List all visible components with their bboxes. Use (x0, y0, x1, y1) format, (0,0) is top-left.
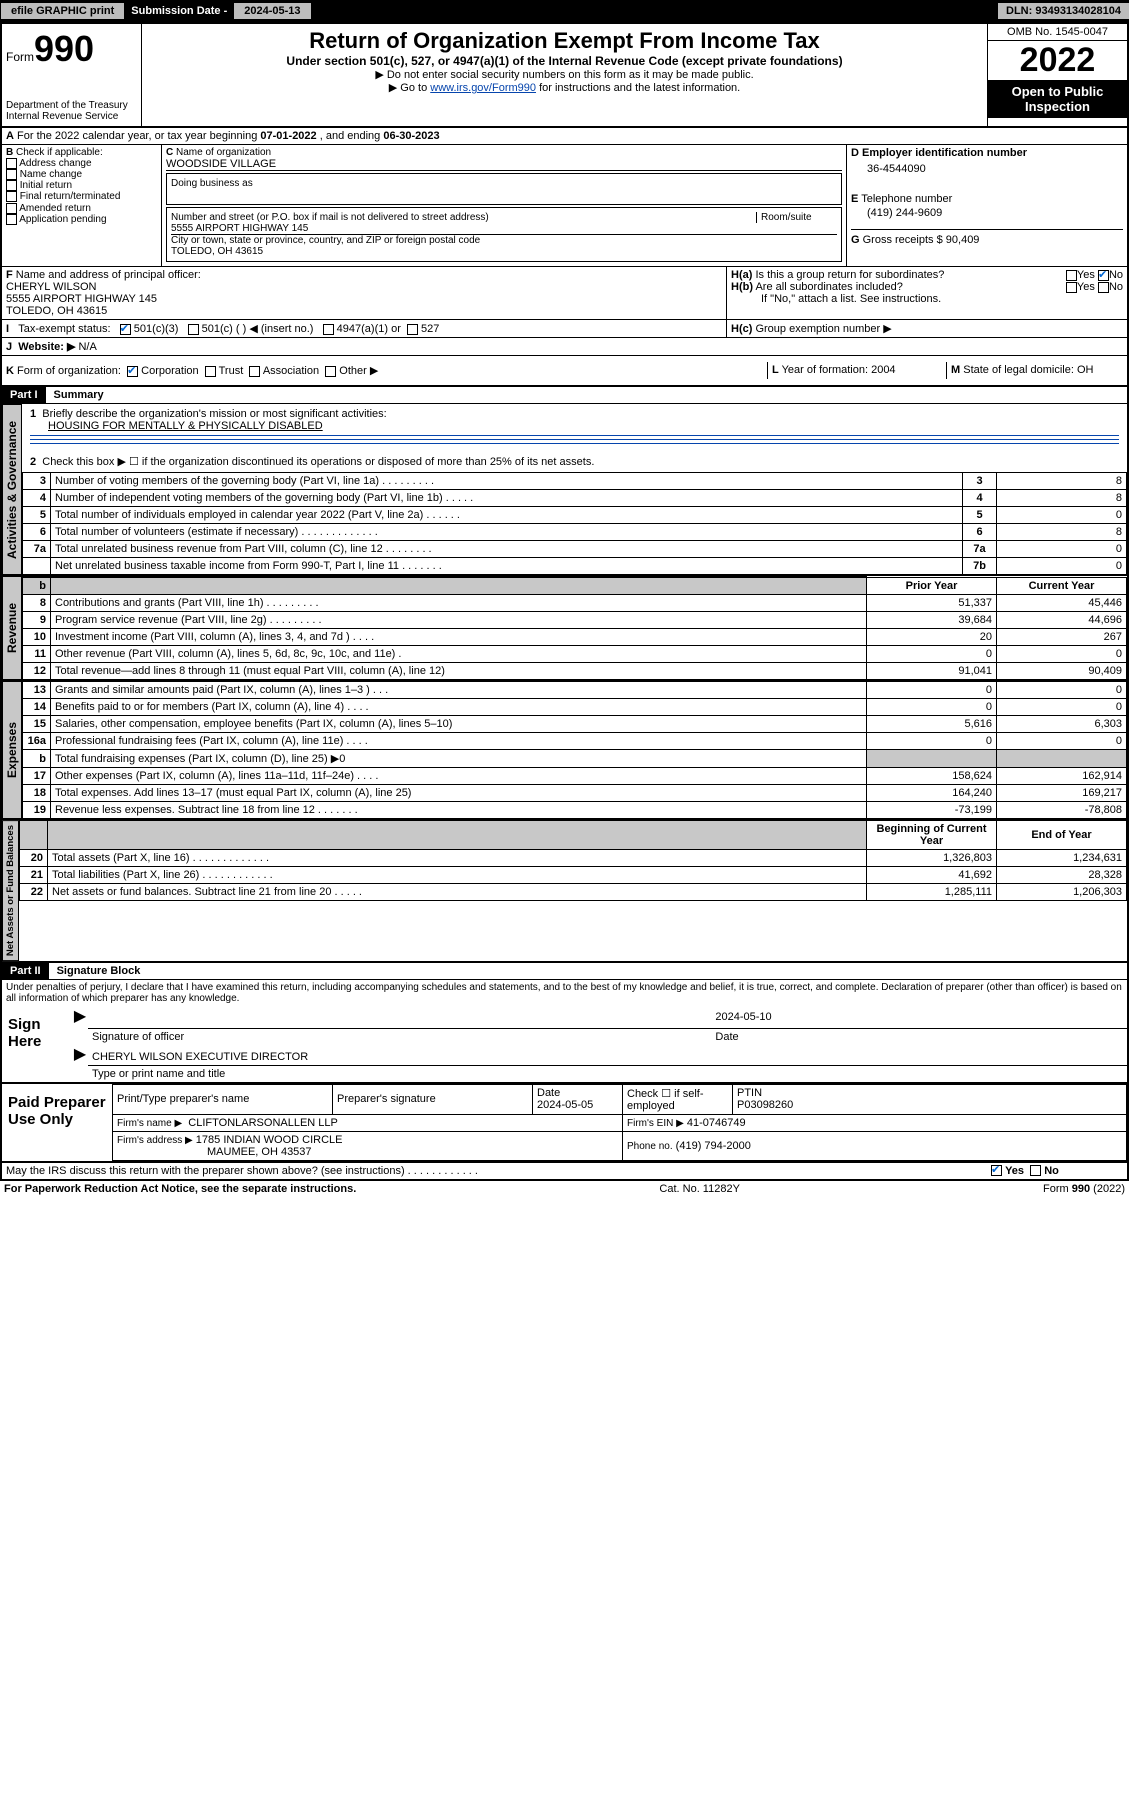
officer-name: CHERYL WILSON EXECUTIVE DIRECTOR (88, 1045, 1127, 1066)
vtab-revenue: Revenue (2, 576, 22, 680)
revenue-table: b Prior Year Current Year 8Contributions… (22, 576, 1127, 680)
ein: 36-4544090 (851, 159, 1123, 175)
telephone: (419) 244-9609 (851, 205, 1123, 219)
section-b: B Check if applicable: Address change Na… (2, 145, 162, 266)
section-deg: D Employer identification number 36-4544… (847, 145, 1127, 266)
perjury-declaration: Under penalties of perjury, I declare th… (0, 980, 1129, 1006)
irs-link[interactable]: www.irs.gov/Form990 (430, 82, 536, 94)
instructions-note: ▶ Go to www.irs.gov/Form990 for instruct… (146, 81, 983, 94)
section-m: M State of legal domicile: OH (947, 362, 1127, 379)
section-h: H(a) Is this a group return for subordin… (727, 267, 1127, 319)
vtab-activities-governance: Activities & Governance (2, 404, 22, 575)
omb-number: OMB No. 1545-0047 (988, 24, 1127, 41)
irs-label: Internal Revenue Service (6, 111, 137, 122)
section-j: J Website: ▶ N/A (2, 338, 1127, 355)
dln: DLN: 93493134028104 (998, 3, 1129, 19)
dba-box: Doing business as (166, 173, 842, 205)
part-ii-title: Signature Block (49, 963, 149, 979)
form-title: Return of Organization Exempt From Incom… (146, 28, 983, 54)
part-i-header: Part I (2, 387, 46, 403)
vtab-net-assets: Net Assets or Fund Balances (2, 820, 19, 961)
form-header: Form990 Department of the Treasury Inter… (0, 22, 1129, 128)
submission-date-label: Submission Date - (125, 5, 233, 17)
dept-treasury: Department of the Treasury (6, 100, 137, 111)
line-a: A For the 2022 calendar year, or tax yea… (0, 128, 1129, 145)
tax-year: 2022 (988, 41, 1127, 80)
part-ii-header: Part II (2, 963, 49, 979)
irs-discuss: May the IRS discuss this return with the… (2, 1163, 987, 1179)
gross-receipts: 90,409 (946, 234, 980, 246)
open-to-public: Open to PublicInspection (988, 80, 1127, 118)
section-k: K Form of organization: Corporation Trus… (2, 362, 767, 379)
governance-table: 3Number of voting members of the governi… (22, 472, 1127, 575)
section-i: I Tax-exempt status: 501(c)(3) 501(c) ( … (2, 320, 727, 337)
section-c: C Name of organization WOODSIDE VILLAGE … (162, 145, 847, 266)
ssn-note: ▶ Do not enter social security numbers o… (146, 68, 983, 81)
submission-date: 2024-05-13 (233, 2, 311, 20)
section-l: L Year of formation: 2004 (767, 362, 947, 379)
efile-print-button[interactable]: efile GRAPHIC print (0, 2, 125, 20)
net-assets-table: Beginning of Current Year End of Year 20… (19, 820, 1127, 901)
page-footer: For Paperwork Reduction Act Notice, see … (0, 1181, 1129, 1197)
top-bar: efile GRAPHIC print Submission Date - 20… (0, 0, 1129, 22)
org-name: WOODSIDE VILLAGE (166, 158, 842, 170)
section-f: F Name and address of principal officer:… (2, 267, 727, 319)
section-hc: H(c) Group exemption number ▶ (727, 320, 1127, 337)
paid-preparer-block: Paid Preparer Use Only Print/Type prepar… (0, 1084, 1129, 1163)
expenses-table: 13Grants and similar amounts paid (Part … (22, 681, 1127, 819)
form-number: Form990 (6, 28, 137, 70)
mission-statement: HOUSING FOR MENTALLY & PHYSICALLY DISABL… (30, 420, 323, 432)
sign-here-block: Sign Here ▶▶ 2024-05-10 Signature of off… (0, 1006, 1129, 1084)
form-subtitle: Under section 501(c), 527, or 4947(a)(1)… (146, 54, 983, 68)
address-box: Number and street (or P.O. box if mail i… (166, 207, 842, 262)
vtab-expenses: Expenses (2, 681, 22, 819)
part-i-title: Summary (46, 387, 112, 403)
